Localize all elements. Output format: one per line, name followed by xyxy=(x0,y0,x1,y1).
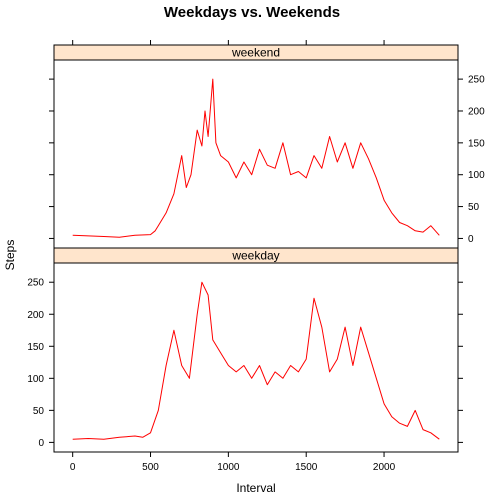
y-tick-label-weekday: 200 xyxy=(27,310,44,321)
y-tick-label-weekday: 250 xyxy=(27,278,44,289)
y-tick-label-weekend: 0 xyxy=(468,234,474,245)
x-tick-label: 2000 xyxy=(373,462,396,473)
chart-title: Weekdays vs. Weekends xyxy=(164,4,340,21)
y-tick-label-weekend: 200 xyxy=(468,106,485,117)
panel-weekday: weekday 0 50 100 150 200 250 xyxy=(27,248,463,452)
strip-label-weekday: weekday xyxy=(231,249,279,263)
y-tick-label-weekend: 50 xyxy=(468,202,480,213)
y-tick-label-weekday: 150 xyxy=(27,342,44,353)
x-tick-label: 500 xyxy=(142,462,159,473)
strip-label-weekend: weekend xyxy=(231,46,280,60)
series-line-weekday xyxy=(73,282,440,439)
x-tick-label: 0 xyxy=(70,462,76,473)
panel-weekend: weekend 0 50 100 150 200 250 xyxy=(49,45,485,248)
panels: weekend 0 50 100 150 200 250 weekday 0 50 100 150 20… xyxy=(27,40,485,473)
series-line-weekend xyxy=(73,79,440,237)
y-tick-label-weekday: 50 xyxy=(33,406,45,417)
y-tick-label-weekend: 100 xyxy=(468,170,485,181)
y-axis-label: Steps xyxy=(3,240,17,271)
x-axis-label: Interval xyxy=(236,481,275,495)
y-tick-label-weekend: 150 xyxy=(468,138,485,149)
panel-frame-weekend xyxy=(54,45,458,248)
x-tick-label: 1000 xyxy=(217,462,240,473)
y-tick-label-weekend: 250 xyxy=(468,75,485,86)
x-tick-label: 1500 xyxy=(295,462,318,473)
y-tick-label-weekday: 100 xyxy=(27,374,44,385)
y-tick-label-weekday: 0 xyxy=(38,438,44,449)
